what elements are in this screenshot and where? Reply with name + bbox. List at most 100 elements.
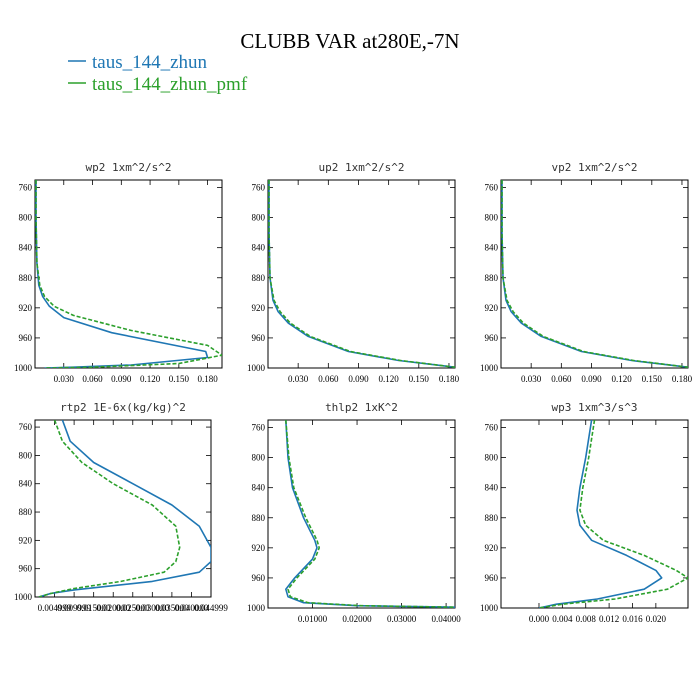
panel-title: wp3 1xm^3/s^3 <box>551 401 637 414</box>
y-tick-label: 760 <box>19 422 33 432</box>
x-tick-label: 0.004 <box>552 614 573 624</box>
x-tick-label: 0.030 <box>521 374 542 384</box>
x-tick-label: 0.150 <box>169 374 190 384</box>
y-tick-label: 880 <box>252 513 266 523</box>
y-tick-label: 920 <box>252 303 266 313</box>
x-tick-label: 0.016 <box>622 614 643 624</box>
x-tick-label: 0.020 <box>646 614 667 624</box>
y-tick-label: 840 <box>19 243 33 253</box>
y-tick-label: 800 <box>19 450 33 460</box>
x-tick-label: 0.025000 <box>116 603 150 613</box>
x-tick-label: 0.009999 <box>57 603 91 613</box>
plot-frame <box>267 179 456 369</box>
x-tick-label: 0.035000 <box>155 603 189 613</box>
y-tick-label: 1000 <box>480 603 499 613</box>
x-tick-label: 0.030000 <box>135 603 169 613</box>
series-line-zhun <box>285 420 455 608</box>
panel-title: wp2 1xm^2/s^2 <box>85 161 171 174</box>
x-tick-label: 0.180 <box>439 374 460 384</box>
x-tick-label: 0.04000 <box>431 614 461 624</box>
x-tick-label: 0.02000 <box>342 614 372 624</box>
x-tick-label: 0.060 <box>82 374 103 384</box>
y-tick-label: 880 <box>19 507 33 517</box>
x-tick-label: 0.180 <box>197 374 218 384</box>
y-tick-label: 840 <box>252 483 266 493</box>
panel-3: vp2 1xm^2/s^2 760 800 840 880 920 960 1000 0.030… <box>480 161 693 384</box>
y-tick-label: 960 <box>485 573 499 583</box>
y-tick-label: 800 <box>252 213 266 223</box>
y-tick-label: 880 <box>252 273 266 283</box>
y-tick-label: 1000 <box>247 363 266 373</box>
plot-frame <box>34 179 223 369</box>
legend-label-zhun-pmf: taus_144_zhun_pmf <box>92 74 248 95</box>
y-tick-label: 1000 <box>14 363 33 373</box>
y-tick-label: 760 <box>19 183 33 193</box>
series-line-zhun <box>501 180 688 368</box>
y-tick-label: 1000 <box>14 592 33 602</box>
x-tick-label: 0.090 <box>111 374 132 384</box>
y-tick-label: 920 <box>485 543 499 553</box>
y-tick-label: 880 <box>19 273 33 283</box>
y-tick-label: 920 <box>19 303 33 313</box>
x-tick-label: 0.01000 <box>298 614 328 624</box>
y-tick-label: 840 <box>485 243 499 253</box>
x-tick-label: 0.060 <box>318 374 339 384</box>
series-line-zhun-pmf <box>38 420 181 597</box>
x-tick-label: 0.060 <box>551 374 572 384</box>
x-tick-label: 0.120 <box>140 374 161 384</box>
x-tick-label: 0.030 <box>288 374 309 384</box>
y-tick-label: 800 <box>485 213 499 223</box>
series-line-zhun-pmf <box>501 180 688 368</box>
x-tick-label: 0.044999 <box>194 603 228 613</box>
x-tick-label: 0.008 <box>576 614 597 624</box>
figure-title: CLUBB VAR at280E,-7N <box>240 29 459 53</box>
x-tick-label: 0.150 <box>642 374 663 384</box>
x-tick-label: 0.090 <box>581 374 602 384</box>
x-tick-label: 0.180 <box>672 374 693 384</box>
legend: taus_144_zhun taus_144_zhun_pmf <box>68 52 248 95</box>
series-line-zhun <box>38 420 211 597</box>
y-tick-label: 800 <box>252 453 266 463</box>
series-line-zhun <box>538 420 663 608</box>
x-tick-label: 0.030 <box>54 374 75 384</box>
panel-title: vp2 1xm^2/s^2 <box>551 161 637 174</box>
plot-frame <box>34 419 212 598</box>
y-tick-label: 760 <box>252 423 266 433</box>
y-tick-label: 840 <box>252 243 266 253</box>
panel-grid: wp2 1xm^2/s^2 760 800 840 880 920 960 1000 0.030… <box>14 161 693 624</box>
panel-title: up2 1xm^2/s^2 <box>318 161 404 174</box>
y-tick-label: 960 <box>19 333 33 343</box>
y-tick-label: 760 <box>252 183 266 193</box>
legend-label-zhun: taus_144_zhun <box>92 52 208 73</box>
panel-title: thlp2 1xK^2 <box>325 401 398 414</box>
y-tick-label: 960 <box>19 564 33 574</box>
y-tick-label: 760 <box>485 183 499 193</box>
series-line-zhun-pmf <box>268 180 455 368</box>
y-tick-label: 960 <box>252 573 266 583</box>
series-line-zhun-pmf <box>285 420 455 608</box>
x-tick-label: 0.090 <box>348 374 369 384</box>
x-tick-label: 0.000 <box>529 614 550 624</box>
series-line-zhun <box>268 180 455 368</box>
panel-2: up2 1xm^2/s^2 760 800 840 880 920 960 1000 0.030… <box>247 161 460 384</box>
y-tick-label: 1000 <box>247 603 266 613</box>
x-tick-label: 0.150 <box>409 374 430 384</box>
panel-6: wp3 1xm^3/s^3 760 800 840 880 920 960 1000 0.000… <box>480 401 689 624</box>
y-tick-label: 920 <box>485 303 499 313</box>
series-line-zhun <box>35 180 209 368</box>
x-tick-label: 0.120 <box>612 374 633 384</box>
panel-1: wp2 1xm^2/s^2 760 800 840 880 920 960 1000 0.030… <box>14 161 223 384</box>
y-tick-label: 880 <box>485 513 499 523</box>
panel-4: rtp2 1E-6x(kg/kg)^2 760 800 840 880 920 960 100… <box>14 401 228 613</box>
panel-5: thlp2 1xK^2 760 800 840 880 920 960 1000 0.01000… <box>247 401 461 624</box>
x-tick-label: 0.004999 <box>38 603 72 613</box>
x-tick-label: 0.040000 <box>175 603 209 613</box>
y-tick-label: 960 <box>485 333 499 343</box>
panel-title: rtp2 1E-6x(kg/kg)^2 <box>60 401 186 414</box>
y-tick-label: 880 <box>485 273 499 283</box>
y-tick-label: 920 <box>19 535 33 545</box>
y-tick-label: 760 <box>485 423 499 433</box>
x-tick-label: 0.120 <box>379 374 400 384</box>
y-tick-label: 800 <box>485 453 499 463</box>
